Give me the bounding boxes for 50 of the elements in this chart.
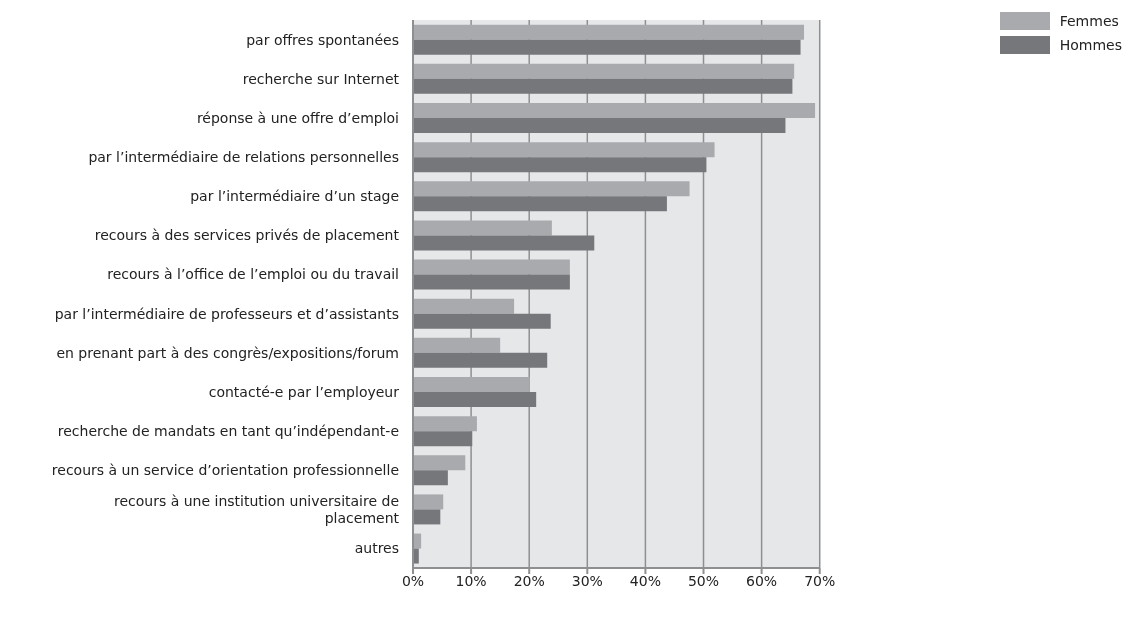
bar xyxy=(413,102,816,118)
y-tick-label: par l’intermédiaire d’un stage xyxy=(190,188,399,205)
y-tick-label: recours à des services privés de placement xyxy=(94,227,400,244)
bar xyxy=(413,509,441,525)
bar xyxy=(413,157,707,173)
y-tick-label: par l’intermédiaire de relations personnelles xyxy=(88,149,399,165)
bar xyxy=(413,337,501,353)
y-tick-label: par l’intermédiaire de professeurs et d’assistants xyxy=(54,305,399,322)
y-tick-label: réponse à une offre d’emploi xyxy=(196,109,399,126)
x-tick-label: 30% xyxy=(571,572,603,589)
bar xyxy=(413,431,473,447)
x-tick-label: 60% xyxy=(746,572,778,589)
bar xyxy=(413,494,444,510)
bar xyxy=(413,313,551,329)
bar xyxy=(413,220,552,236)
bar xyxy=(413,78,793,94)
bar xyxy=(413,259,570,275)
y-tick-label: recours à l’office de l’emploi ou du travail xyxy=(107,266,399,283)
x-tick-label: 50% xyxy=(687,572,720,589)
y-tick-label: recherche sur Internet xyxy=(242,70,400,87)
bar xyxy=(413,455,466,471)
bar xyxy=(413,63,795,79)
y-tick-label: contacté-e par l’employeur xyxy=(208,383,400,400)
x-tick-label: 40% xyxy=(629,572,661,589)
bar xyxy=(413,298,515,314)
bar xyxy=(413,416,477,432)
bar xyxy=(413,24,805,40)
bar xyxy=(413,470,448,486)
x-tick-label: 20% xyxy=(513,572,545,589)
y-tick-label: par offres spontanées xyxy=(246,31,399,48)
x-tick-label: 10% xyxy=(455,572,487,589)
bar xyxy=(413,142,715,158)
x-tick-label: 70% xyxy=(804,572,836,589)
y-tick-label: recours à un service d’orientation professionnelle xyxy=(51,462,399,479)
legend-label: Femmes xyxy=(1059,13,1119,29)
x-tick-label: 0% xyxy=(401,572,425,589)
bar xyxy=(413,352,548,368)
bar xyxy=(413,181,690,197)
bar xyxy=(413,376,530,392)
bar xyxy=(413,235,595,251)
y-tick-label: recherche de mandats en tant qu’indépendant-e xyxy=(57,423,399,439)
y-tick-label: recours à une institution universitaire de placement xyxy=(113,492,400,526)
legend-label: Hommes xyxy=(1059,37,1122,53)
bar xyxy=(413,39,801,55)
bar xyxy=(413,117,786,133)
y-tick-label: autres xyxy=(354,540,399,557)
bar xyxy=(413,196,667,212)
bar xyxy=(413,391,537,407)
y-tick-label: en prenant part à des congrès/expositions/forum xyxy=(56,344,399,361)
bar xyxy=(413,274,570,290)
